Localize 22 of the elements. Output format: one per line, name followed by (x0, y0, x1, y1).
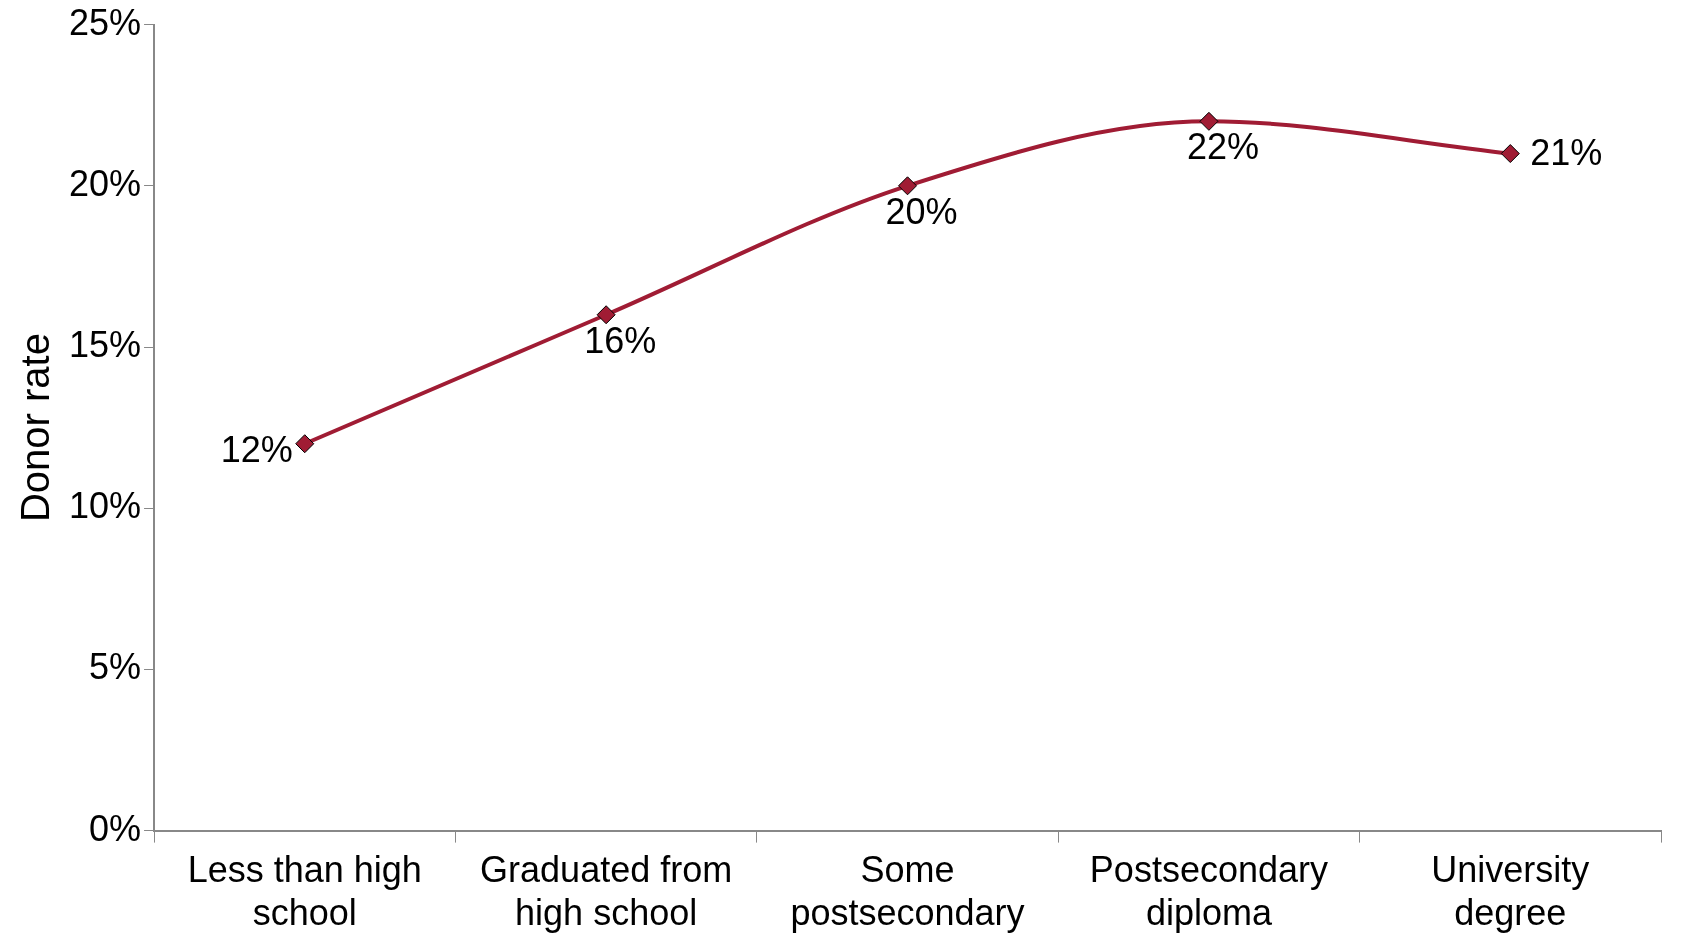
x-tick-label: Postsecondary diploma (1089, 849, 1328, 934)
y-axis-title: Donor rate (13, 333, 58, 523)
data-label: 16% (584, 319, 657, 361)
point (596, 305, 616, 325)
point (898, 176, 918, 196)
y-tick-label: 15% (68, 323, 142, 365)
y-tick-label: 0% (89, 807, 142, 849)
y-tick-label: 5% (89, 646, 142, 688)
data-label: 12% (220, 428, 293, 470)
x-tick-label: Graduated from high school (480, 849, 733, 934)
point (1199, 111, 1219, 131)
y-tick-label: 25% (68, 1, 142, 43)
point (1500, 144, 1520, 164)
y-tick-label: 10% (68, 485, 142, 527)
y-tick-label: 20% (68, 162, 142, 204)
x-tick-label: Some postsecondary (790, 849, 1025, 934)
data-label: 20% (885, 190, 958, 232)
x-tick-label: Less than high school (187, 849, 422, 934)
x-tick-label: University degree (1431, 849, 1590, 934)
data-label: 21% (1530, 132, 1603, 174)
data-label: 22% (1186, 126, 1259, 168)
point (295, 434, 315, 454)
